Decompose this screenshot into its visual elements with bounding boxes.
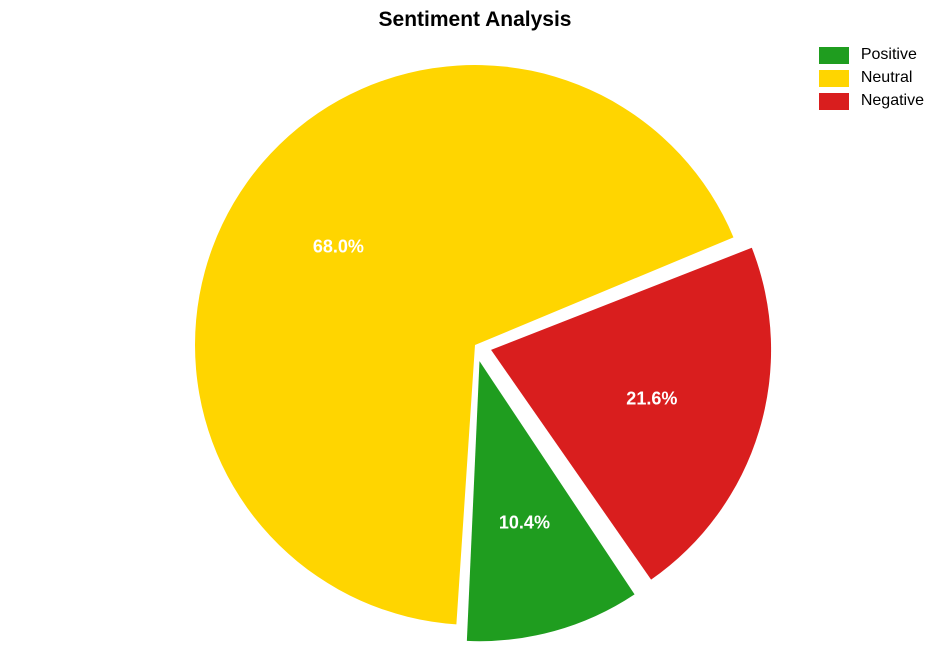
legend-swatch-neutral	[819, 70, 849, 87]
legend-swatch-positive	[819, 47, 849, 64]
legend-label: Neutral	[861, 69, 913, 87]
slice-label-negative: 21.6%	[626, 388, 677, 409]
slice-label-neutral: 68.0%	[313, 237, 364, 258]
legend-label: Positive	[861, 46, 917, 64]
legend: Positive Neutral Negative	[819, 46, 924, 115]
legend-item-neutral: Neutral	[819, 69, 924, 87]
legend-swatch-negative	[819, 93, 849, 110]
slice-label-positive: 10.4%	[499, 513, 550, 534]
pie-chart-svg	[0, 0, 950, 662]
legend-item-positive: Positive	[819, 46, 924, 64]
legend-label: Negative	[861, 92, 924, 110]
legend-item-negative: Negative	[819, 92, 924, 110]
